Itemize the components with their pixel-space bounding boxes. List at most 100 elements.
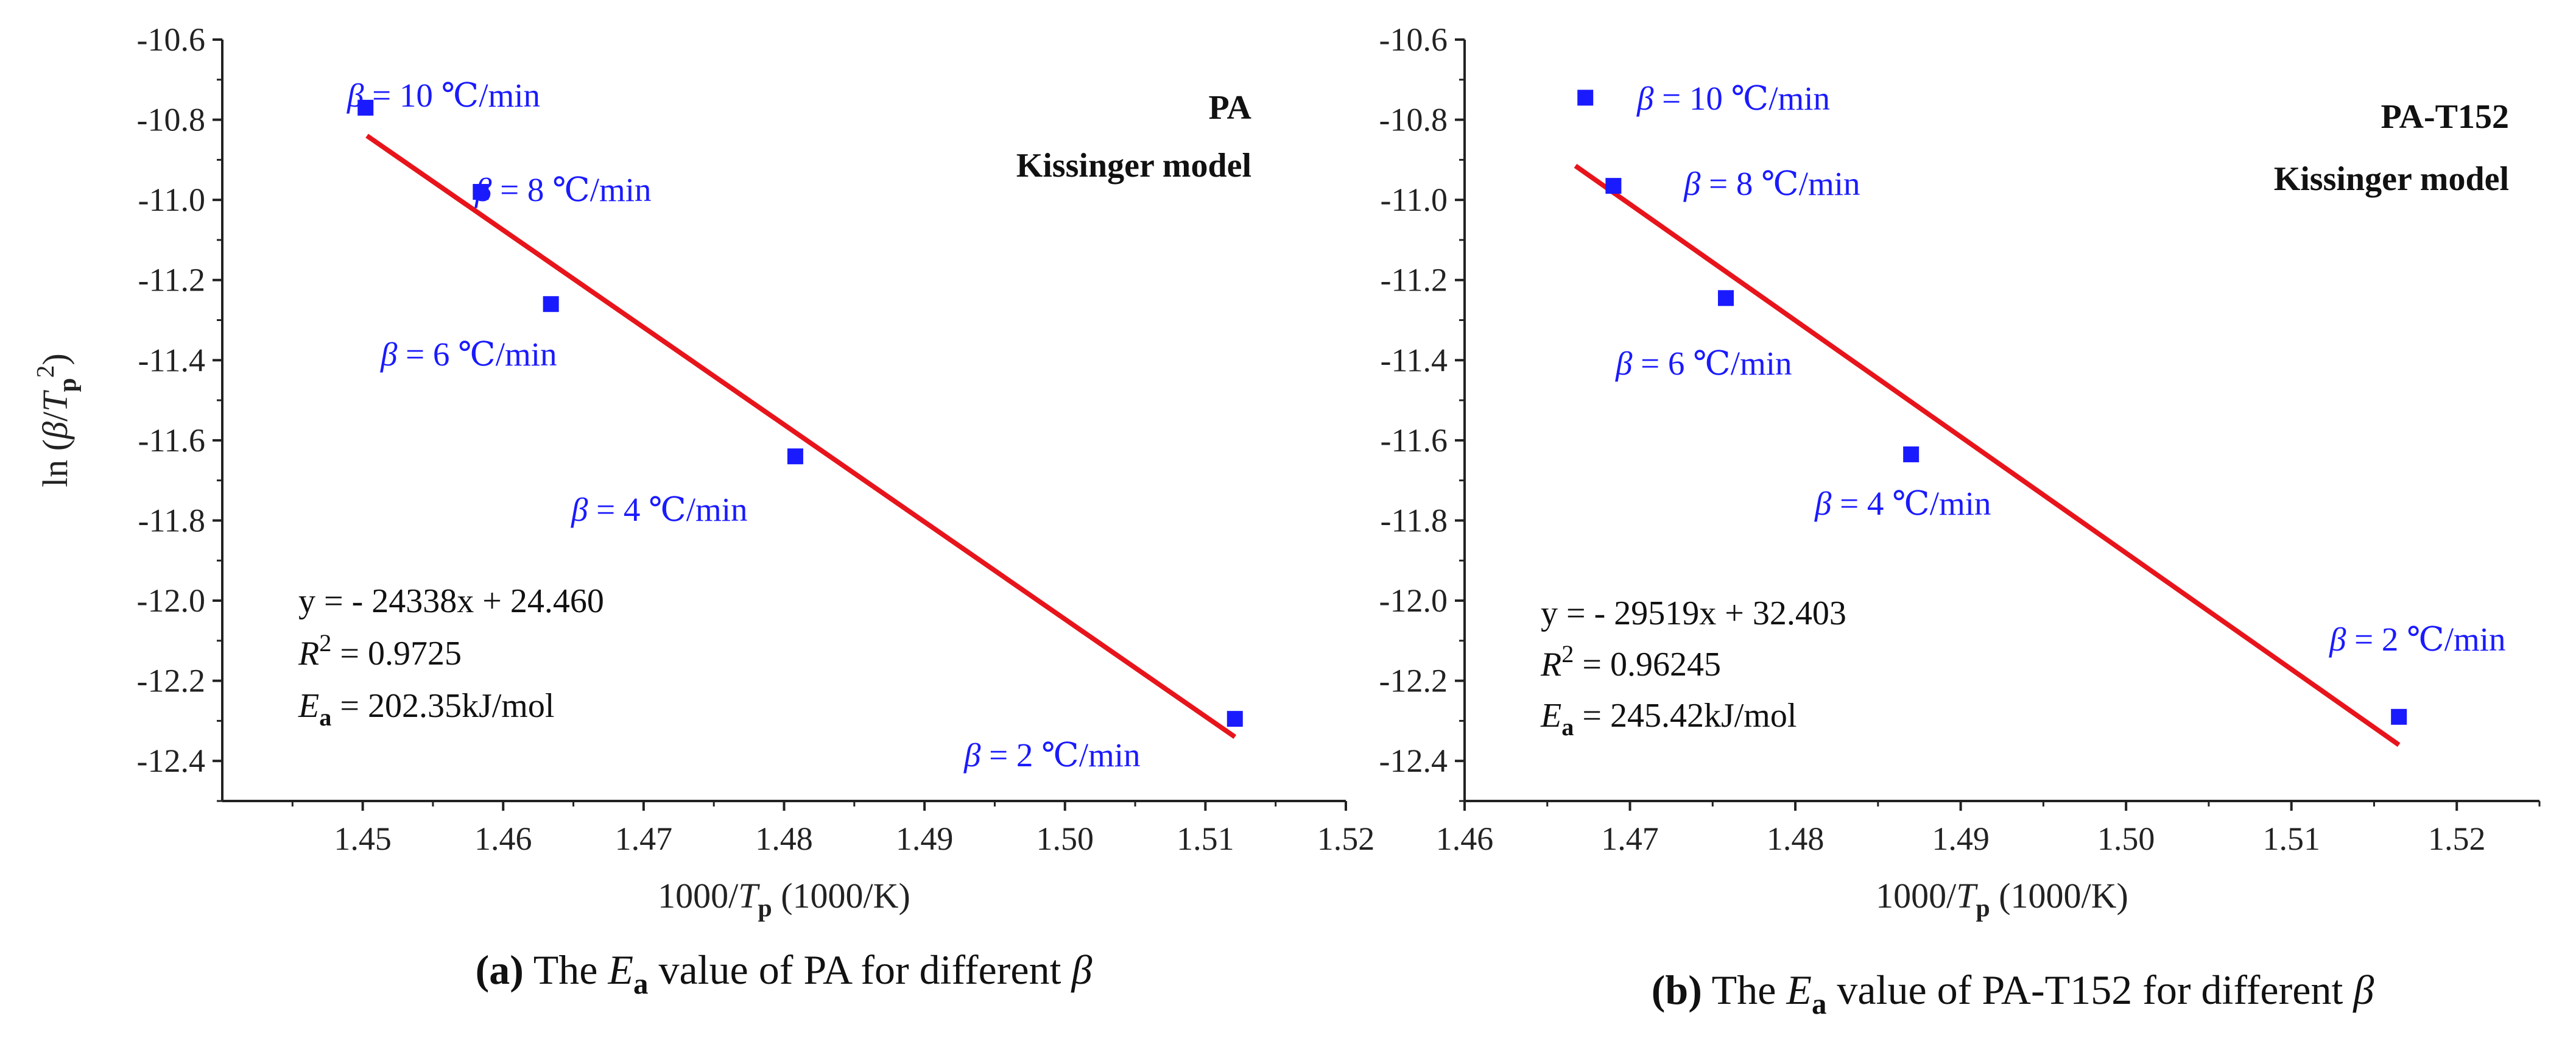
y-tick-label: -10.6 [137,21,205,58]
data-point-beta-8 [1605,178,1622,194]
x-tick-label: 1.49 [1932,820,1990,857]
x-axis-label-part: p [1976,894,1990,922]
x-tick-label: 1.51 [1177,820,1234,857]
data-point-beta-4 [1903,446,1920,462]
x-tick-label: 1.47 [1601,820,1659,857]
chart-panel-b: -10.6 -10.8 -11.0 -11.2 -11.4 -11.6 -11.8 -12.0… [1379,21,2541,1020]
figure-caption-part: value of PA for different [648,947,1071,993]
point-label-beta-2-part: = 2 ℃/min [2346,621,2505,658]
x-tick-label: 1.50 [1036,820,1094,857]
point-label-beta-4-part: β [1814,485,1832,522]
figure-caption-part: value of PA-T152 for different [1826,967,2353,1013]
x-tick-label: 1.50 [2097,820,2155,857]
y-tick-label: -10.8 [137,102,205,138]
x-axis-label: 1000/Tp (1000/K) [1876,876,2128,922]
point-label-beta-6: β = 6 ℃/min [380,336,557,373]
point-label-beta-6: β = 6 ℃/min [1615,345,1792,382]
y-axis-label-part: 2 [32,365,60,378]
r-squared: R2 = 0.9725 [298,629,462,672]
point-label-beta-2: β = 2 ℃/min [963,736,1141,774]
y-axis-label: ln (β/Tp2) [32,353,82,487]
point-label-beta-2-part: = 2 ℃/min [980,736,1140,774]
r-squared-part: 2 [319,629,331,657]
x-tick-label: 1.46 [1436,820,1494,857]
data-point-beta-4 [787,448,803,465]
figure-caption: (b) The Ea value of PA-T152 for differen… [1652,967,2374,1020]
y-tick-label: -11.2 [1381,262,1448,298]
point-label-beta-4-part: = 4 ℃/min [588,491,747,528]
point-label-beta-6-part: = 6 ℃/min [1632,345,1792,382]
y-tick-label: -11.0 [1381,182,1448,218]
point-label-beta-2: β = 2 ℃/min [2329,621,2506,658]
point-label-beta-8-part: β [474,171,492,208]
x-axis-label-part: T [1956,876,1978,916]
x-axis-label-part: 1000/ [1876,876,1957,916]
y-tick-label: -12.4 [137,743,205,779]
fit-equation-part: y = - 29519x + 32.403 [1541,595,1846,632]
point-label-beta-6-part: β [1615,345,1633,382]
fit-equation: y = - 29519x + 32.403 [1541,595,1846,632]
point-label-beta-6-part: β [380,336,398,373]
figure-caption-part: The [524,947,608,993]
panel-title: PA [1209,89,1252,127]
r-squared: R2 = 0.96245 [1540,640,1721,683]
x-tick-label: 1.45 [334,820,392,857]
point-label-beta-8: β = 8 ℃/min [474,171,652,208]
y-tick-label: -11.8 [138,502,205,538]
model-name: Kissinger model [1016,147,1251,185]
y-axis-label-part: p [54,378,82,392]
point-label-beta-10-part: = 10 ℃/min [1653,80,1830,117]
activation-energy-part: = 245.42kJ/mol [1574,697,1797,735]
data-point-beta-10 [1577,90,1594,106]
point-label-beta-10-part: β [1636,80,1654,117]
figure-caption-part: E [1786,967,1812,1013]
r-squared-part: 2 [1561,640,1574,668]
y-tick-label: -11.6 [1381,422,1448,459]
fit-line [1574,163,2401,747]
y-tick-label: -12.2 [137,663,205,699]
activation-energy-part: a [319,704,331,731]
y-tick-label: -12.0 [1379,582,1448,619]
y-tick-label: -11.4 [1381,342,1448,378]
activation-energy-part: E [298,687,319,725]
point-label-beta-10-part: = 10 ℃/min [364,77,540,114]
data-point-beta-6 [543,296,559,312]
figure-caption-part: E [607,947,633,993]
y-tick-label: -12.4 [1379,743,1448,779]
y-axis-label-part: ln ( [35,439,75,487]
point-label-beta-8-part: β [1683,165,1701,202]
point-label-beta-10: β = 10 ℃/min [1636,80,1830,117]
figure-caption-part: β [2352,967,2374,1013]
r-squared-part: R [1540,646,1561,683]
x-tick-label: 1.48 [755,820,813,857]
r-squared-part: R [298,635,319,672]
point-label-beta-8: β = 8 ℃/min [1683,165,1860,202]
x-tick-label: 1.48 [1767,820,1825,857]
model-name: Kissinger model [2274,160,2509,198]
y-tick-label: -12.2 [1379,663,1448,699]
figure-caption-part: (a) [476,947,524,993]
figure-caption: (a) The Ea value of PA for different β [476,947,1093,1000]
activation-energy-part: a [1561,713,1574,741]
y-tick-label: -11.6 [138,422,205,459]
point-label-beta-6-part: = 6 ℃/min [397,336,557,373]
chart-panel-a: -10.6 -10.8 -11.0 -11.2 -11.4 -11.6 -11.8 -12.0… [32,21,1374,1000]
x-axis-label: 1000/Tp (1000/K) [658,876,910,922]
y-tick-label: -10.8 [1379,102,1448,138]
point-label-beta-4-part: = 4 ℃/min [1831,485,1991,522]
y-tick-label: -11.8 [1381,502,1448,538]
y-tick-label: -10.6 [1379,21,1448,58]
figure-caption-part: (b) [1652,967,1702,1013]
point-label-beta-10-part: β [347,77,364,114]
figure-caption-part: β [1070,947,1092,993]
figure-caption-part: a [633,967,648,1000]
x-axis-label-part: p [758,894,772,922]
x-tick-label: 1.46 [474,820,532,857]
x-axis-label-part: (1000/K) [1990,876,2128,916]
x-tick-label: 1.52 [1317,820,1375,857]
point-label-beta-2-part: β [2329,621,2346,658]
x-tick-label: 1.49 [896,820,954,857]
y-tick-label: -11.2 [138,262,205,298]
x-tick-label: 1.52 [2428,820,2486,857]
